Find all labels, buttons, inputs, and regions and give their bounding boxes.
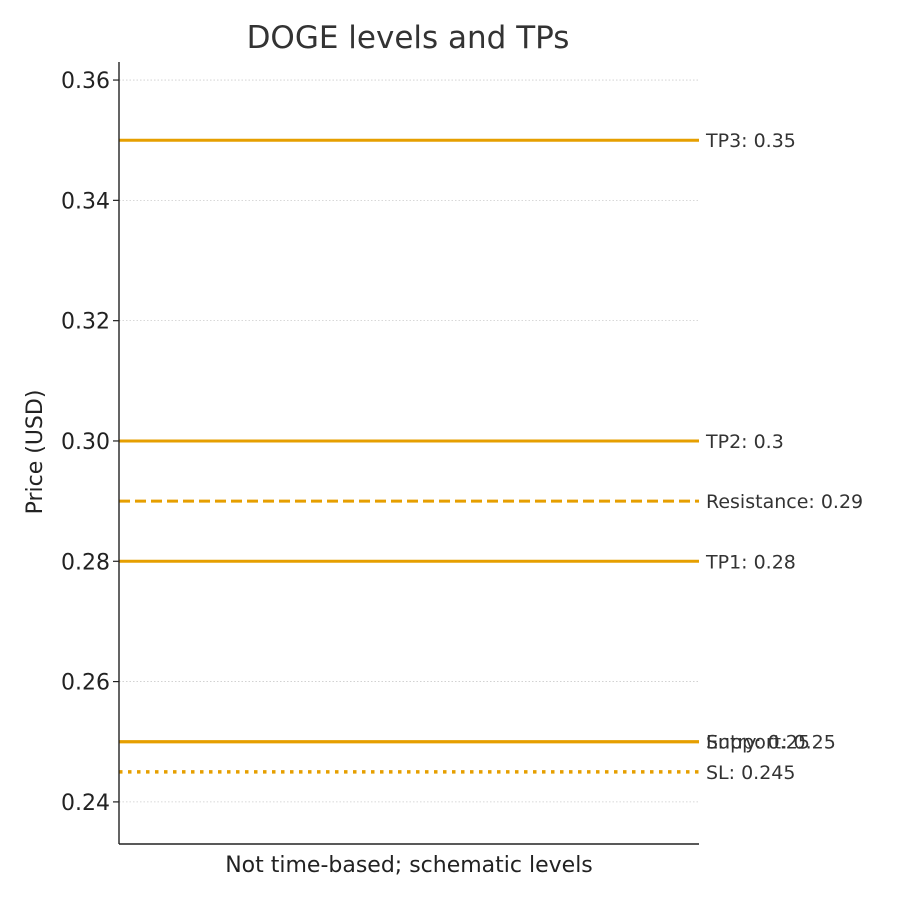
level-label: TP1: 0.28 bbox=[705, 551, 796, 573]
levels-layer bbox=[119, 138, 699, 774]
labels-layer: TP3: 0.35 TP2: 0.3 Resistance: 0.29 TP1: 0.… bbox=[705, 130, 863, 784]
level-label: SL: 0.245 bbox=[706, 762, 795, 784]
y-tick-label: 0.36 bbox=[61, 69, 110, 94]
level-label: TP2: 0.3 bbox=[705, 431, 784, 453]
y-axis-label: Price (USD) bbox=[23, 390, 48, 515]
level-label: Entry: 0.25 bbox=[706, 732, 810, 754]
level-label: TP3: 0.35 bbox=[705, 130, 796, 152]
x-axis-label: Not time-based; schematic levels bbox=[225, 853, 593, 878]
y-tick-label: 0.24 bbox=[61, 791, 110, 816]
y-tick-label: 0.30 bbox=[61, 430, 110, 455]
level-label: Support: 0.25 bbox=[706, 732, 836, 754]
chart-title: DOGE levels and TPs bbox=[247, 20, 570, 56]
y-tick-label: 0.28 bbox=[61, 550, 110, 575]
y-tick-label: 0.32 bbox=[61, 310, 110, 335]
axes-layer bbox=[118, 62, 699, 845]
y-tick-label: 0.34 bbox=[61, 189, 110, 214]
level-label: Resistance: 0.29 bbox=[706, 491, 863, 513]
y-tick-label: 0.26 bbox=[61, 671, 110, 696]
ticks-layer: 0.24 0.26 0.28 0.30 0.32 0.34 0.36 bbox=[61, 69, 119, 816]
